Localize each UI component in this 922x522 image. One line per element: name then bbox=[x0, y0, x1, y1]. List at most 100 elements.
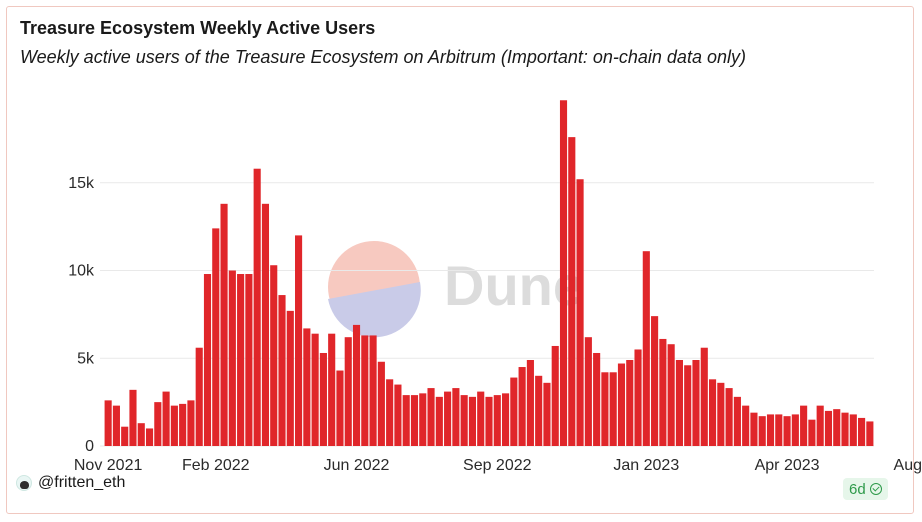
bar[interactable] bbox=[858, 417, 866, 446]
bar[interactable] bbox=[121, 426, 129, 446]
bar[interactable] bbox=[352, 324, 361, 446]
bar[interactable] bbox=[295, 235, 303, 446]
bar[interactable] bbox=[816, 405, 824, 446]
bar[interactable] bbox=[344, 337, 352, 446]
bar[interactable] bbox=[460, 395, 468, 446]
bar[interactable] bbox=[708, 379, 717, 446]
bar[interactable] bbox=[866, 421, 874, 446]
bar[interactable] bbox=[758, 416, 766, 446]
bar[interactable] bbox=[667, 344, 675, 446]
bar[interactable] bbox=[203, 274, 212, 446]
bar[interactable] bbox=[535, 375, 543, 446]
bar[interactable] bbox=[319, 352, 327, 446]
bar[interactable] bbox=[551, 345, 559, 446]
bar[interactable] bbox=[137, 423, 145, 446]
bar[interactable] bbox=[195, 347, 203, 446]
bar[interactable] bbox=[849, 414, 857, 446]
bar[interactable] bbox=[377, 361, 385, 446]
watermark-circle-shade bbox=[328, 282, 421, 338]
bar[interactable] bbox=[824, 410, 833, 446]
bar[interactable] bbox=[733, 396, 741, 446]
bar[interactable] bbox=[311, 333, 319, 446]
bar[interactable] bbox=[112, 405, 120, 446]
bar[interactable] bbox=[402, 395, 410, 446]
bar[interactable] bbox=[145, 428, 154, 446]
bar[interactable] bbox=[750, 412, 758, 446]
bar[interactable] bbox=[518, 367, 526, 446]
freshness-badge[interactable]: 6d bbox=[843, 478, 888, 500]
bar[interactable] bbox=[601, 372, 609, 446]
bar[interactable] bbox=[162, 391, 170, 446]
bar[interactable] bbox=[394, 384, 402, 446]
bar[interactable] bbox=[684, 365, 692, 446]
bar[interactable] bbox=[228, 270, 236, 447]
bar[interactable] bbox=[104, 400, 112, 446]
bar[interactable] bbox=[609, 372, 617, 446]
bar[interactable] bbox=[651, 316, 659, 446]
bar[interactable] bbox=[410, 395, 419, 446]
bar[interactable] bbox=[833, 409, 841, 446]
bar[interactable] bbox=[179, 403, 187, 446]
bar[interactable] bbox=[791, 414, 799, 446]
bar[interactable] bbox=[742, 405, 750, 446]
bar[interactable] bbox=[212, 228, 220, 446]
bar[interactable] bbox=[800, 405, 808, 446]
bar[interactable] bbox=[717, 382, 725, 446]
bar[interactable] bbox=[493, 395, 501, 446]
y-tick-label: 0 bbox=[85, 438, 94, 455]
bar[interactable] bbox=[617, 363, 626, 446]
bar[interactable] bbox=[477, 391, 485, 446]
bar[interactable] bbox=[369, 335, 377, 446]
bar[interactable] bbox=[626, 360, 634, 446]
bar[interactable] bbox=[361, 335, 369, 446]
author-link[interactable]: @fritten_eth bbox=[16, 474, 125, 492]
bar[interactable] bbox=[559, 100, 568, 446]
bar[interactable] bbox=[675, 360, 683, 446]
bar[interactable] bbox=[328, 333, 336, 446]
bar[interactable] bbox=[386, 379, 394, 446]
bar[interactable] bbox=[187, 400, 195, 446]
bar[interactable] bbox=[634, 349, 642, 446]
bar[interactable] bbox=[576, 179, 584, 447]
bar[interactable] bbox=[593, 352, 601, 446]
bar[interactable] bbox=[253, 168, 261, 446]
bar[interactable] bbox=[783, 416, 791, 446]
bar[interactable] bbox=[766, 414, 775, 446]
bar[interactable] bbox=[568, 137, 576, 446]
bar[interactable] bbox=[444, 391, 452, 446]
bar[interactable] bbox=[129, 389, 137, 446]
bar[interactable] bbox=[154, 402, 162, 446]
bar[interactable] bbox=[336, 370, 344, 446]
bar[interactable] bbox=[452, 388, 460, 446]
bar[interactable] bbox=[261, 203, 270, 446]
bar[interactable] bbox=[501, 393, 510, 446]
bar[interactable] bbox=[270, 265, 278, 446]
bar[interactable] bbox=[170, 405, 178, 446]
bar[interactable] bbox=[427, 388, 435, 446]
bar[interactable] bbox=[303, 328, 311, 446]
author-name: @fritten_eth bbox=[38, 474, 126, 491]
bar[interactable] bbox=[510, 377, 518, 446]
bar[interactable] bbox=[286, 310, 294, 446]
bar[interactable] bbox=[700, 347, 708, 446]
bar[interactable] bbox=[237, 274, 245, 446]
bar[interactable] bbox=[775, 414, 783, 446]
bar[interactable] bbox=[485, 396, 493, 446]
bar[interactable] bbox=[584, 337, 592, 446]
bar[interactable] bbox=[526, 360, 534, 446]
bar[interactable] bbox=[468, 396, 477, 446]
bar[interactable] bbox=[543, 382, 551, 446]
bar[interactable] bbox=[245, 274, 253, 446]
bar[interactable] bbox=[808, 419, 816, 446]
bar[interactable] bbox=[435, 396, 443, 446]
bar[interactable] bbox=[278, 295, 286, 446]
bar[interactable] bbox=[419, 393, 427, 446]
bar[interactable] bbox=[841, 412, 849, 446]
bar[interactable] bbox=[220, 203, 228, 446]
bar[interactable] bbox=[659, 338, 667, 446]
bar[interactable] bbox=[725, 388, 733, 446]
chart-subtitle: Weekly active users of the Treasure Ecos… bbox=[20, 47, 746, 67]
bar[interactable] bbox=[642, 251, 650, 446]
bar[interactable] bbox=[692, 360, 700, 446]
